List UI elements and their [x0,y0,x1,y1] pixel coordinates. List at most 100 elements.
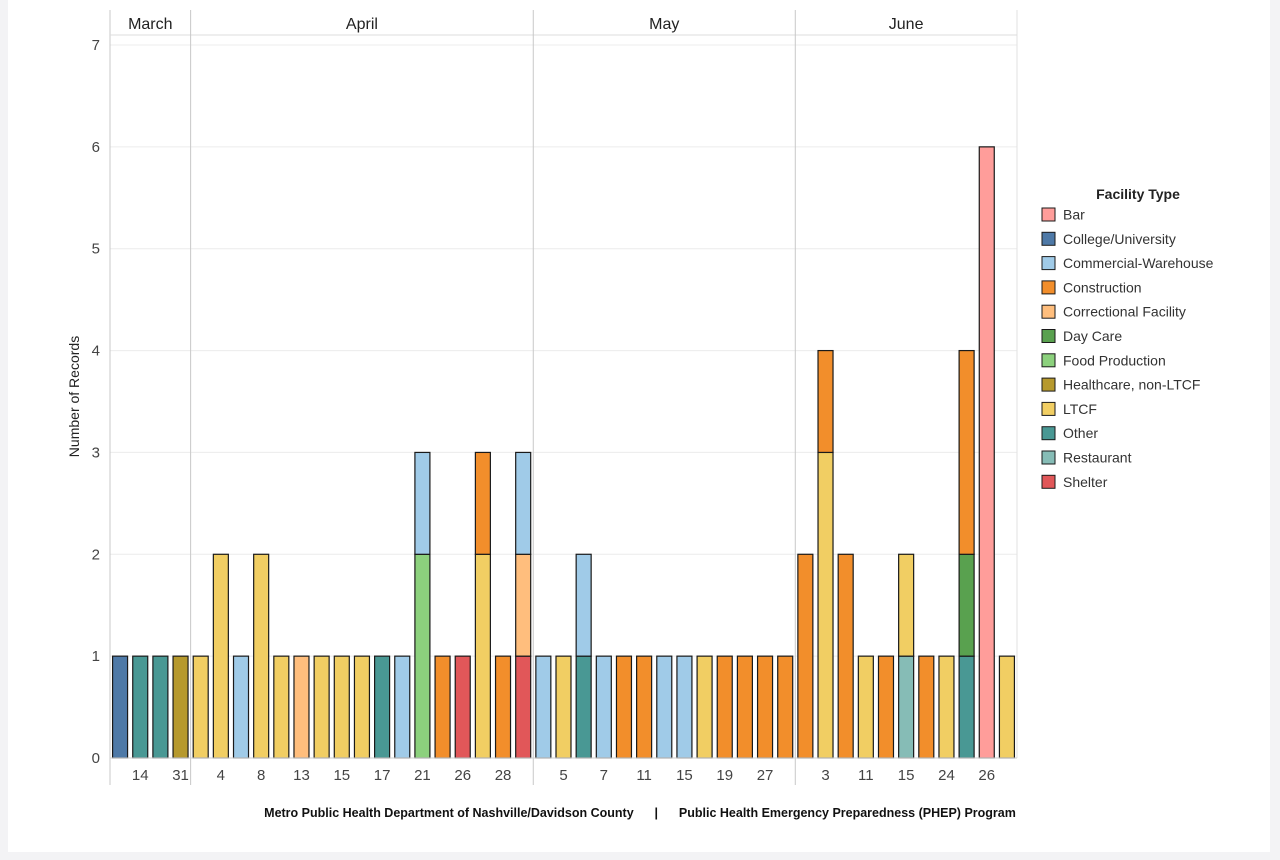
bar-segment-other[interactable] [132,655,149,759]
month-header-april: April [346,16,378,33]
bar-segment-other[interactable] [958,655,975,759]
bar-segment-commercial-warehouse[interactable] [595,655,612,759]
bar-segment-ltcf[interactable] [817,451,834,759]
bar-segment-restaurant[interactable] [898,655,915,759]
legend-swatch-ltcf[interactable] [1041,401,1056,416]
bar-segment-construction[interactable] [958,349,975,555]
bar-segment-commercial-warehouse[interactable] [232,655,250,759]
x-tick-label: 26 [454,767,471,784]
x-tick-label: 8 [257,767,265,784]
bar-segment-commercial-warehouse[interactable] [414,451,431,555]
legend-swatch-restaurant[interactable] [1041,450,1056,465]
y-tick-label: 3 [92,444,100,461]
y-tick-label: 1 [92,648,100,665]
legend-swatch-commercial-warehouse[interactable] [1041,256,1056,271]
bar-segment-construction[interactable] [615,655,633,759]
legend-label-shelter[interactable]: Shelter [1063,474,1108,490]
y-tick-label: 4 [92,343,100,360]
bar-segment-construction[interactable] [434,655,451,759]
bar-segment-day-care[interactable] [958,553,975,657]
bar-segment-ltcf[interactable] [313,655,330,759]
x-tick-label: 13 [293,767,310,784]
bar-segment-construction[interactable] [797,553,814,759]
month-header-march: March [128,16,172,33]
legend-swatch-shelter[interactable] [1041,474,1056,489]
legend-label-bar[interactable]: Bar [1063,207,1085,223]
bar-segment-other[interactable] [152,655,169,759]
legend-label-correctional-facility[interactable]: Correctional Facility [1063,304,1186,320]
bar-segment-shelter[interactable] [454,655,471,759]
bar-segment-ltcf[interactable] [192,655,209,759]
legend-label-construction[interactable]: Construction [1063,279,1142,295]
legend-swatch-bar[interactable] [1041,207,1056,222]
bar-segment-construction[interactable] [756,655,774,759]
bar-segment-correctional-facility[interactable] [515,553,532,657]
legend-label-commercial-warehouse[interactable]: Commercial-Warehouse [1063,255,1214,271]
x-tick-label: 15 [676,767,693,784]
legend-label-other[interactable]: Other [1063,425,1098,441]
bar-segment-healthcare-non-ltcf[interactable] [172,655,189,759]
x-tick-label: 19 [716,767,733,784]
bar-segment-construction[interactable] [817,349,834,454]
legend-label-food-production[interactable]: Food Production [1063,352,1166,368]
x-tick-label: 17 [374,767,391,784]
legend-swatch-construction[interactable] [1041,280,1056,295]
bar-segment-ltcf[interactable] [474,553,491,759]
legend-label-college-university[interactable]: College/University [1063,231,1176,247]
legend-label-restaurant[interactable]: Restaurant [1063,450,1132,466]
bar-segment-ltcf[interactable] [253,553,270,759]
bar-segment-ltcf[interactable] [938,655,955,759]
bar-segment-ltcf[interactable] [998,655,1016,759]
bar-segment-shelter[interactable] [515,655,532,759]
bar-segment-ltcf[interactable] [212,553,229,759]
x-tick-label: 21 [414,767,431,784]
x-tick-label: 11 [858,767,874,784]
bar-segment-correctional-facility[interactable] [293,655,310,759]
legend-swatch-other[interactable] [1041,426,1056,441]
bar-segment-ltcf[interactable] [333,655,350,759]
legend-swatch-healthcare-non-ltcf[interactable] [1041,377,1056,392]
bar-segment-ltcf[interactable] [898,553,915,657]
x-tick-label: 31 [172,767,189,784]
bar-segment-construction[interactable] [636,655,653,759]
bar-segment-college-university[interactable] [111,655,129,759]
x-tick-label: 3 [821,767,829,784]
bar-segment-other[interactable] [575,655,592,759]
bar-segment-construction[interactable] [716,655,733,759]
bar-segment-ltcf[interactable] [696,655,713,759]
bar-segment-construction[interactable] [877,655,895,759]
bar-segment-construction[interactable] [777,655,794,759]
y-tick-label: 6 [92,139,100,156]
footer-separator: | [654,806,659,820]
y-tick-label: 7 [92,37,100,54]
legend-label-day-care[interactable]: Day Care [1063,328,1122,344]
bar-segment-food-production[interactable] [414,553,431,759]
bar-segment-other[interactable] [374,655,391,759]
bar-segment-ltcf[interactable] [273,655,290,759]
bar-segment-commercial-warehouse[interactable] [676,655,693,759]
bar-segment-construction[interactable] [474,451,491,555]
bar-segment-commercial-warehouse[interactable] [394,655,411,759]
bar-segment-bar[interactable] [978,146,995,759]
bar-segment-commercial-warehouse[interactable] [575,553,592,657]
bar-segment-construction[interactable] [837,553,854,759]
x-tick-label: 28 [495,767,512,784]
bar-segment-ltcf[interactable] [555,655,572,759]
bar-segment-ltcf[interactable] [353,655,371,759]
bar-segment-commercial-warehouse[interactable] [656,655,673,759]
legend-swatch-day-care[interactable] [1041,329,1056,343]
legend-swatch-correctional-facility[interactable] [1041,304,1056,319]
bar-segment-ltcf[interactable] [857,655,874,759]
footer-credit: Metro Public Health Department of Nashvi… [0,806,1280,820]
bar-segment-construction[interactable] [494,655,512,759]
bar-segment-construction[interactable] [736,655,754,759]
x-tick-label: 11 [636,767,652,784]
legend-label-ltcf[interactable]: LTCF [1063,401,1097,417]
legend-swatch-college-university[interactable] [1041,231,1056,246]
bar-segment-commercial-warehouse[interactable] [515,451,532,555]
x-tick-label: 24 [938,767,955,784]
legend-label-healthcare-non-ltcf[interactable]: Healthcare, non-LTCF [1063,377,1200,393]
bar-segment-construction[interactable] [918,655,935,759]
legend-swatch-food-production[interactable] [1041,353,1056,368]
bar-segment-commercial-warehouse[interactable] [535,655,552,759]
